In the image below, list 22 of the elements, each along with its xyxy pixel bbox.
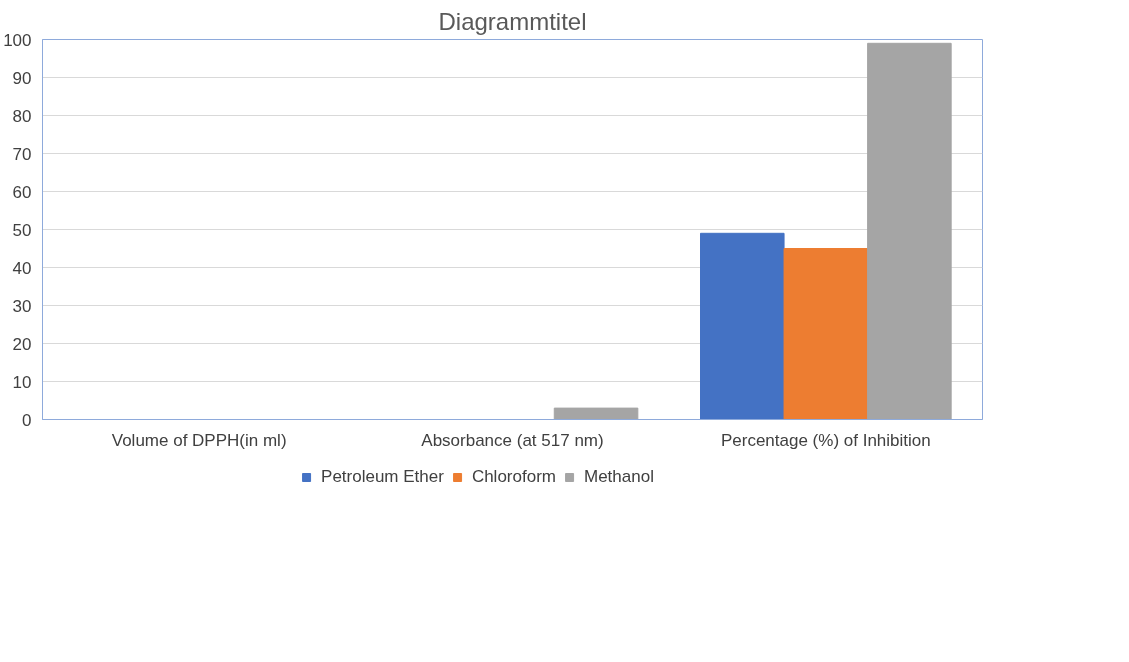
y-tick-label: 70 [12,144,32,164]
x-tick-label: Absorbance (at 517 nm) [421,430,604,450]
legend-label: Methanol [583,467,654,487]
bar [783,248,869,420]
x-tick-label: Volume of DPPH(in ml) [111,430,287,450]
x-tick-label: Percentage (%) of Inhibition [720,430,931,450]
y-tick-label: 0 [22,410,32,430]
y-tick-label: 100 [3,30,32,50]
y-tick-label: 10 [12,372,32,392]
y-tick-label: 30 [12,296,32,316]
y-tick-label: 20 [12,334,32,354]
y-tick-label: 40 [12,258,32,278]
bar [700,232,785,420]
legend-label: Chloroform [471,467,556,487]
bar [553,407,639,420]
y-tick-label: 80 [12,106,32,126]
y-tick-label: 90 [12,68,32,88]
bar [867,42,952,420]
legend-label: Petroleum Ether [321,467,444,487]
y-tick-label: 60 [12,182,32,202]
chart-title: Diagrammtitel [438,7,587,35]
y-tick-label: 50 [12,220,32,240]
